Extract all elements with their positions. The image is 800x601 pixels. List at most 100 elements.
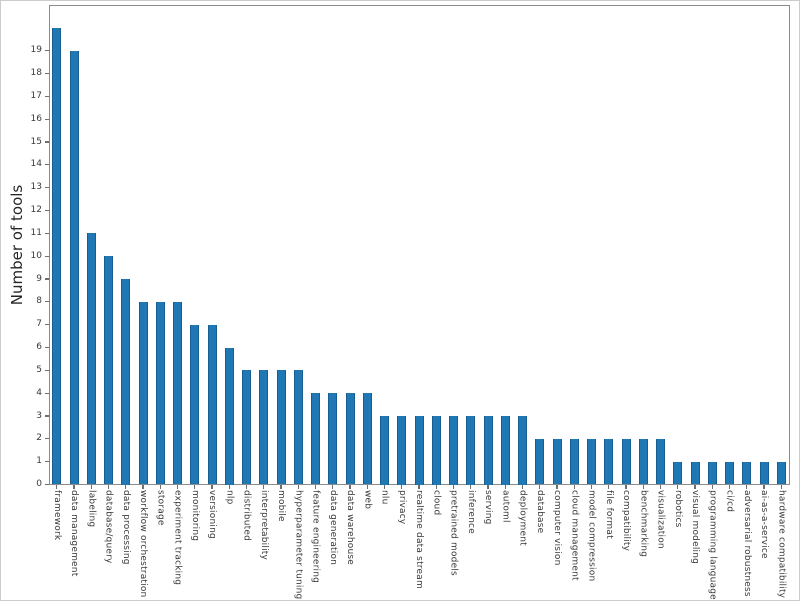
bar xyxy=(207,324,217,485)
x-tick-label: workflow orchestration xyxy=(138,490,149,598)
y-tick-mark xyxy=(44,301,49,303)
x-tick-mark xyxy=(728,484,731,489)
x-tick-label: ci/cd xyxy=(724,490,735,513)
x-tick-mark xyxy=(746,484,748,489)
bar xyxy=(656,438,666,485)
x-tick-mark xyxy=(504,484,506,489)
x-tick-label: database xyxy=(534,490,545,534)
x-tick-mark xyxy=(211,484,213,489)
x-tick-mark xyxy=(694,484,696,489)
x-tick-mark xyxy=(521,484,524,489)
x-tick-label: visual modeling xyxy=(690,490,701,565)
bar xyxy=(242,370,252,485)
x-tick-mark xyxy=(435,484,437,489)
y-tick-label: 7 xyxy=(36,319,42,330)
x-tick-mark xyxy=(711,484,713,489)
x-tick-mark xyxy=(366,484,368,489)
x-tick-mark xyxy=(73,484,75,489)
x-tick-mark xyxy=(677,484,679,489)
y-tick-mark xyxy=(44,164,49,166)
x-tick-label: cloud xyxy=(431,490,442,516)
bar xyxy=(52,27,62,485)
x-tick-mark xyxy=(418,484,420,489)
bar xyxy=(569,438,579,485)
x-tick-label: visualization xyxy=(655,490,666,549)
y-tick-mark xyxy=(44,232,49,234)
x-tick-label: database/query xyxy=(103,490,114,564)
x-tick-label: computer vision xyxy=(552,490,563,566)
x-tick-mark xyxy=(625,484,627,489)
x-tick-label: model compression xyxy=(586,490,597,582)
bar xyxy=(518,416,528,485)
y-tick-label: 11 xyxy=(30,227,42,238)
bar xyxy=(673,461,683,485)
y-axis-label: Number of tools xyxy=(8,184,26,306)
x-tick-label: labeling xyxy=(86,490,97,528)
x-tick-mark xyxy=(194,484,196,489)
x-tick-mark xyxy=(90,484,92,489)
bar xyxy=(224,347,234,485)
x-tick-mark xyxy=(245,484,248,489)
bar xyxy=(690,461,700,485)
y-tick-mark xyxy=(44,209,49,212)
bar xyxy=(259,370,269,485)
y-tick-mark xyxy=(44,438,49,440)
x-tick-label: hardware compatibility xyxy=(776,490,787,599)
x-tick-mark xyxy=(573,484,575,489)
bar xyxy=(138,301,148,485)
x-tick-mark xyxy=(176,484,179,489)
y-tick-label: 17 xyxy=(30,90,42,101)
x-tick-label: interpretability xyxy=(258,490,269,561)
y-tick-label: 18 xyxy=(30,68,42,78)
y-tick-label: 8 xyxy=(36,296,42,307)
bar xyxy=(155,301,165,485)
bar xyxy=(431,416,441,485)
x-tick-label: mobile xyxy=(276,490,287,522)
x-tick-label: data processing xyxy=(120,490,131,565)
x-tick-mark xyxy=(297,484,299,489)
y-tick-label: 6 xyxy=(36,342,42,352)
x-tick-label: hyperparameter tuning xyxy=(293,490,304,600)
x-tick-label: file format xyxy=(603,490,614,539)
y-tick-mark xyxy=(44,118,49,120)
x-tick-label: versioning xyxy=(207,490,218,539)
bar xyxy=(483,416,493,485)
y-tick-mark xyxy=(44,255,49,257)
x-tick-label: adversarial robustness xyxy=(741,490,752,597)
bar xyxy=(535,438,545,485)
bar xyxy=(328,393,338,485)
y-tick-label: 3 xyxy=(36,410,42,421)
x-tick-mark xyxy=(556,484,558,489)
y-tick-label: 16 xyxy=(30,113,42,124)
y-tick-mark xyxy=(44,95,49,97)
bar xyxy=(380,416,390,485)
bar xyxy=(707,461,717,485)
x-tick-label: compatibility xyxy=(621,490,632,552)
bar xyxy=(362,393,372,485)
x-tick-label: pretrained models xyxy=(448,490,459,576)
bar xyxy=(121,279,131,485)
x-tick-label: programming language xyxy=(707,490,718,600)
x-tick-mark xyxy=(142,484,144,489)
x-tick-label: robotics xyxy=(672,490,683,528)
x-tick-label: benchmarking xyxy=(638,490,649,558)
x-tick-mark xyxy=(159,484,161,489)
bar xyxy=(276,370,286,485)
y-tick-mark xyxy=(44,278,49,280)
bar xyxy=(86,233,96,485)
x-tick-label: inference xyxy=(465,490,476,534)
bar xyxy=(776,461,786,485)
x-tick-label: serving xyxy=(483,490,494,525)
y-tick-label: 19 xyxy=(30,45,42,56)
bar xyxy=(604,438,614,485)
y-tick-mark xyxy=(44,141,49,143)
bar xyxy=(311,393,321,485)
x-tick-mark xyxy=(487,484,489,489)
y-tick-mark xyxy=(44,324,49,326)
x-tick-label: automl xyxy=(500,490,511,523)
x-tick-mark xyxy=(349,484,351,489)
y-tick-label: 2 xyxy=(36,433,42,444)
bar xyxy=(638,438,648,485)
x-tick-label: monitoring xyxy=(189,490,200,542)
x-tick-mark xyxy=(228,484,230,489)
